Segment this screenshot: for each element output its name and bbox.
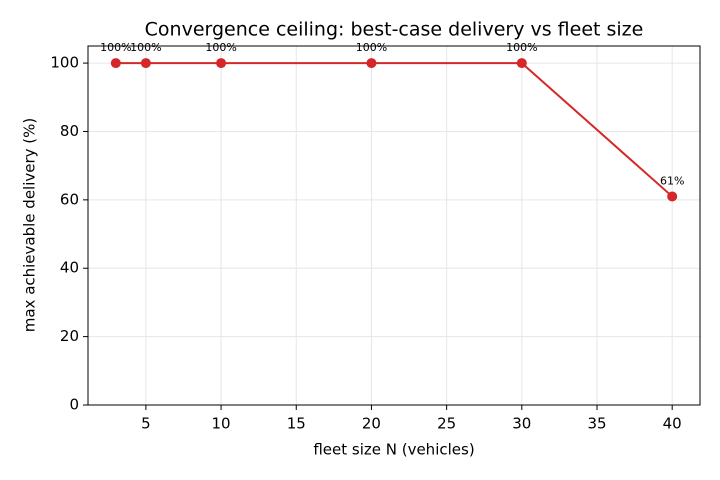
x-axis-label: fleet size N (vehicles) xyxy=(313,441,474,459)
x-tick-label: 40 xyxy=(663,415,682,433)
point xyxy=(110,58,121,69)
y-tick-label: 60 xyxy=(60,190,79,208)
x-tick-label: 15 xyxy=(287,415,306,433)
point xyxy=(516,58,527,69)
x-tick-label: 30 xyxy=(512,415,531,433)
y-tick-label: 100 xyxy=(50,54,79,72)
point xyxy=(140,58,151,69)
point xyxy=(667,191,678,202)
x-tick-label: 35 xyxy=(587,415,606,433)
point xyxy=(366,58,377,69)
chart-title: Convergence ceiling: best-case delivery … xyxy=(145,19,644,41)
y-tick-label: 80 xyxy=(60,122,79,140)
x-tick-label: 10 xyxy=(212,415,231,433)
point xyxy=(216,58,227,69)
x-tick-label: 5 xyxy=(141,415,151,433)
value-label: 100% xyxy=(356,41,387,54)
value-label: 100% xyxy=(506,41,537,54)
y-tick-label: 40 xyxy=(60,259,79,277)
x-tick-label: 25 xyxy=(437,415,456,433)
plot-frame xyxy=(87,45,701,406)
y-tick-label: 0 xyxy=(69,396,79,414)
y-axis-label: max achievable delivery (%) xyxy=(21,118,39,333)
value-label: 100% xyxy=(130,41,161,54)
line xyxy=(115,62,673,198)
value-label: 100% xyxy=(205,41,236,54)
value-label: 61% xyxy=(660,174,684,187)
value-label: 100% xyxy=(100,41,131,54)
x-tick-label: 20 xyxy=(362,415,381,433)
y-tick-label: 20 xyxy=(60,327,79,345)
